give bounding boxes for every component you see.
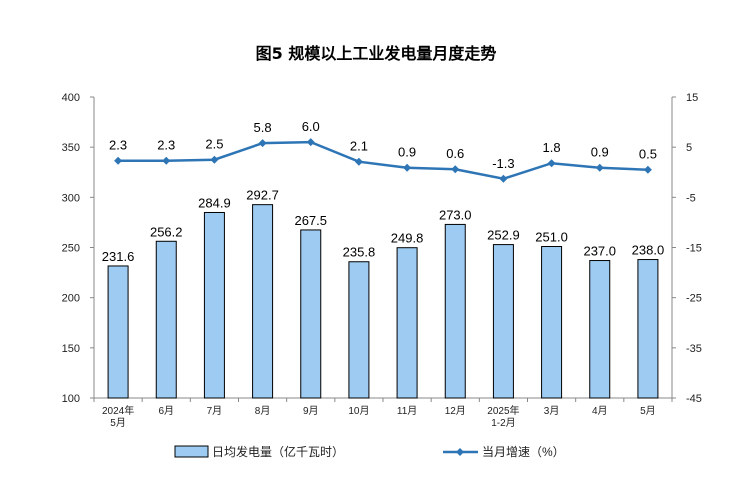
right-tick-label: -45 — [686, 393, 702, 405]
line-data-label: 5.8 — [254, 120, 272, 135]
line-point-marker — [643, 165, 652, 174]
bar-data-label: 284.9 — [198, 195, 231, 210]
right-tick-label: -15 — [686, 243, 702, 255]
x-tick-label: 11月 — [397, 405, 417, 417]
bar — [541, 245, 563, 399]
growth-line — [118, 140, 648, 181]
bar-data-label: 238.0 — [632, 243, 665, 258]
bar — [252, 204, 274, 399]
bar — [396, 247, 418, 399]
left-tick-label: 300 — [62, 192, 80, 204]
bar — [155, 240, 177, 399]
x-tick-label: 3月 — [544, 405, 560, 417]
line-data-label: 0.9 — [591, 145, 609, 160]
line-point-marker — [210, 155, 219, 164]
bar — [637, 259, 659, 399]
bar — [107, 265, 129, 399]
x-tick-label: 2025年 1-2月 — [487, 404, 519, 429]
bar — [492, 244, 514, 399]
line-data-label: 0.5 — [639, 147, 657, 162]
chart-title: 图5 规模以上工业发电量月度走势 — [255, 44, 497, 63]
line-point-marker — [258, 139, 267, 148]
bar — [444, 223, 466, 399]
right-tick-label: 5 — [686, 142, 692, 154]
line-point-marker — [162, 156, 171, 165]
x-tick-label: 7月 — [207, 405, 223, 417]
line-point-marker — [547, 159, 556, 168]
line-data-label: 0.9 — [398, 145, 416, 160]
left-tick-label: 200 — [62, 293, 80, 305]
x-tick-label: 10月 — [348, 405, 369, 417]
line-data-label: 6.0 — [302, 119, 320, 134]
right-tick-label: -25 — [686, 293, 702, 305]
x-tick-label: 9月 — [303, 405, 319, 417]
line-data-label: 2.3 — [109, 138, 127, 153]
left-tick-label: 250 — [62, 243, 80, 255]
left-tick-label: 350 — [62, 142, 80, 154]
bar-data-label: 256.2 — [150, 224, 183, 239]
line-point-marker — [403, 163, 412, 172]
right-tick-label: -5 — [686, 192, 696, 204]
bar-data-label: 252.9 — [487, 228, 520, 243]
x-tick-label: 2024年 5月 — [102, 404, 134, 429]
bar-data-label: 237.0 — [583, 244, 616, 259]
line-point-marker — [114, 156, 123, 165]
bar-data-label: 249.8 — [391, 231, 424, 246]
line-point-marker — [499, 174, 508, 183]
left-tick-label: 150 — [62, 343, 80, 355]
line-data-label: 2.1 — [350, 139, 368, 154]
bar-data-label: 273.0 — [439, 207, 472, 222]
bar-data-label: 292.7 — [246, 188, 279, 203]
left-tick-label: 400 — [62, 92, 80, 104]
line-data-label: 0.6 — [446, 146, 464, 161]
line-data-label: -1.3 — [492, 156, 514, 171]
right-tick-label: 15 — [686, 92, 698, 104]
x-tick-label: 12月 — [445, 405, 466, 417]
x-tick-label: 4月 — [592, 405, 608, 417]
legend-line-label: 当月增速（%） — [482, 445, 565, 459]
legend-bar-swatch — [174, 445, 209, 458]
legend-bar-label: 日均发电量（亿千瓦时） — [212, 444, 344, 459]
bar — [589, 260, 611, 399]
bar-data-label: 231.6 — [102, 249, 135, 264]
bar — [300, 229, 322, 399]
legend-line-marker — [456, 448, 464, 456]
line-point-marker — [451, 165, 460, 174]
line-data-label: 1.8 — [543, 140, 561, 155]
bar — [203, 211, 225, 399]
x-tick-label: 8月 — [255, 405, 271, 417]
line-data-label: 2.5 — [205, 137, 223, 152]
x-tick-label: 6月 — [158, 405, 174, 417]
bar-data-label: 267.5 — [294, 213, 327, 228]
left-tick-label: 100 — [62, 393, 80, 405]
line-point-marker — [595, 163, 604, 172]
x-tick-label: 5月 — [640, 405, 656, 417]
line-point-marker — [306, 138, 315, 147]
bar — [348, 261, 370, 399]
line-data-label: 2.3 — [157, 138, 175, 153]
bar-data-label: 235.8 — [343, 245, 376, 260]
line-point-marker — [354, 157, 363, 166]
right-tick-label: -35 — [686, 343, 702, 355]
bar-data-label: 251.0 — [535, 229, 568, 244]
